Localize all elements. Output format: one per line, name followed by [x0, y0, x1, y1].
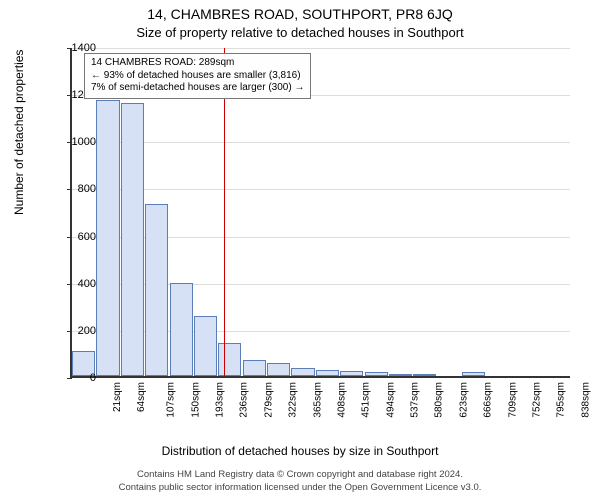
y-axis-label: Number of detached properties — [12, 50, 26, 215]
histogram-bar — [365, 372, 388, 376]
footer-attribution: Contains HM Land Registry data © Crown c… — [0, 469, 600, 494]
x-tick-label: 494sqm — [385, 382, 396, 418]
histogram-bar — [389, 374, 412, 376]
gridline — [72, 189, 570, 190]
page-title: 14, CHAMBRES ROAD, SOUTHPORT, PR8 6JQ — [0, 0, 600, 22]
annotation-line: 14 CHAMBRES ROAD: 289sqm — [91, 57, 304, 70]
annotation-line: 7% of semi-detached houses are larger (3… — [91, 82, 304, 95]
x-tick-label: 408sqm — [337, 382, 348, 418]
histogram-bar — [291, 368, 314, 376]
x-tick-label: 279sqm — [263, 382, 274, 418]
x-tick-label: 236sqm — [239, 382, 250, 418]
footer-line: Contains public sector information licen… — [0, 482, 600, 494]
histogram-bar — [121, 103, 144, 376]
x-tick-label: 150sqm — [190, 382, 201, 418]
x-tick-label: 21sqm — [112, 382, 123, 412]
x-tick-label: 580sqm — [434, 382, 445, 418]
histogram-bar — [194, 316, 217, 376]
histogram-bar — [145, 204, 168, 376]
x-axis-label: Distribution of detached houses by size … — [0, 444, 600, 458]
histogram-bar — [218, 343, 241, 376]
histogram-bar — [96, 100, 119, 376]
footer-line: Contains HM Land Registry data © Crown c… — [0, 469, 600, 481]
histogram-bar — [316, 370, 339, 376]
histogram-bar — [267, 363, 290, 376]
y-tick-label: 400 — [56, 278, 96, 290]
x-tick-label: 322sqm — [288, 382, 299, 418]
x-tick-label: 838sqm — [580, 382, 591, 418]
y-tick-label: 0 — [56, 372, 96, 384]
annotation-box: 14 CHAMBRES ROAD: 289sqm ← 93% of detach… — [84, 53, 311, 99]
x-tick-label: 193sqm — [215, 382, 226, 418]
y-tick-label: 200 — [56, 325, 96, 337]
histogram-bar — [413, 374, 436, 376]
x-tick-label: 623sqm — [458, 382, 469, 418]
x-tick-label: 709sqm — [507, 382, 518, 418]
y-tick-label: 1000 — [56, 136, 96, 148]
x-tick-label: 666sqm — [483, 382, 494, 418]
annotation-line: ← 93% of detached houses are smaller (3,… — [91, 70, 304, 83]
x-tick-label: 107sqm — [166, 382, 177, 418]
x-tick-label: 451sqm — [361, 382, 372, 418]
y-tick-label: 800 — [56, 183, 96, 195]
histogram-bar — [462, 372, 485, 376]
histogram-bar — [340, 371, 363, 376]
x-tick-label: 365sqm — [312, 382, 323, 418]
x-tick-label: 64sqm — [136, 382, 147, 412]
histogram-bar — [243, 360, 266, 377]
x-tick-label: 795sqm — [556, 382, 567, 418]
x-tick-label: 537sqm — [410, 382, 421, 418]
histogram-bar — [170, 283, 193, 376]
y-tick-label: 600 — [56, 231, 96, 243]
x-tick-label: 752sqm — [532, 382, 543, 418]
gridline — [72, 48, 570, 49]
gridline — [72, 142, 570, 143]
chart-subtitle: Size of property relative to detached ho… — [0, 22, 600, 40]
